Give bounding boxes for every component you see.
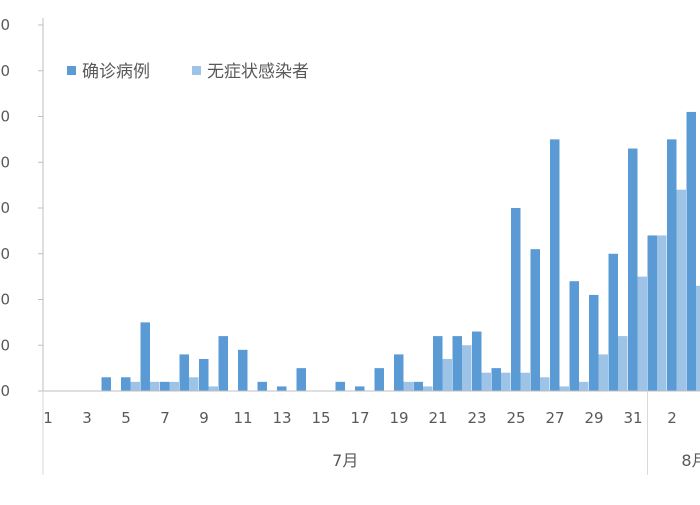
x-tick-label: 1 (43, 409, 53, 427)
y-tick-label: 10 (0, 336, 10, 354)
asymptomatic-bar (560, 386, 570, 391)
asymptomatic-bar (657, 235, 667, 391)
y-tick-label: 20 (0, 291, 10, 309)
y-tick-label: 80 (0, 16, 10, 34)
asymptomatic-bar (462, 345, 472, 391)
asymptomatic-bar (170, 382, 180, 391)
asymptomatic-bar (696, 286, 700, 391)
confirmed-bar (336, 382, 346, 391)
confirmed-bar (648, 235, 658, 391)
x-tick-label: 2 (667, 409, 677, 427)
x-tick-label: 31 (623, 409, 642, 427)
confirmed-bar (258, 382, 268, 391)
asymptomatic-bar (540, 377, 550, 391)
confirmed-bar (511, 208, 521, 391)
confirmed-bar (609, 254, 619, 391)
x-tick-label: 27 (545, 409, 564, 427)
asymptomatic-bar (579, 382, 589, 391)
confirmed-bar (394, 354, 404, 391)
y-tick-label: 70 (0, 62, 10, 80)
month-label: 7月 (332, 451, 358, 470)
x-tick-label: 7 (160, 409, 170, 427)
y-tick-label: 50 (0, 153, 10, 171)
confirmed-bar (219, 336, 229, 391)
x-tick-label: 15 (311, 409, 330, 427)
confirmed-bar (667, 139, 677, 391)
confirmed-bar (277, 386, 287, 391)
asymptomatic-bar (131, 382, 141, 391)
confirmed-bar (355, 386, 365, 391)
x-tick-label: 3 (82, 409, 92, 427)
confirmed-bar (180, 354, 190, 391)
month-label: 8月 (681, 451, 700, 470)
asymptomatic-bar (618, 336, 628, 391)
confirmed-bar (550, 139, 560, 391)
x-tick-label: 9 (199, 409, 209, 427)
asymptomatic-bar (501, 373, 511, 391)
x-tick-label: 25 (506, 409, 525, 427)
x-tick-label: 11 (233, 409, 252, 427)
confirmed-bar (472, 332, 482, 391)
confirmed-bar (414, 382, 424, 391)
asymptomatic-bar (677, 190, 687, 391)
legend: 确诊病例 无症状感染者 (67, 62, 309, 82)
asymptomatic-bar (150, 382, 160, 391)
confirmed-bar (628, 149, 638, 391)
y-tick-label: 60 (0, 108, 10, 126)
confirmed-bar (531, 249, 541, 391)
confirmed-bar (121, 377, 131, 391)
y-tick-label: 0 (0, 382, 10, 400)
asymptomatic-bar (599, 354, 609, 391)
asymptomatic-bar (423, 386, 433, 391)
asymptomatic-bar (638, 277, 648, 391)
x-tick-label: 13 (272, 409, 291, 427)
y-tick-label: 40 (0, 199, 10, 217)
confirmed-bar (589, 295, 599, 391)
y-tick-label: 30 (0, 245, 10, 263)
confirmed-bar (375, 368, 385, 391)
legend-label: 无症状感染者 (207, 62, 309, 82)
confirmed-bar (199, 359, 209, 391)
confirmed-bar (433, 336, 443, 391)
asymptomatic-bar (209, 386, 219, 391)
legend-swatch (67, 66, 76, 75)
confirmed-bar (453, 336, 463, 391)
confirmed-bar (492, 368, 502, 391)
asymptomatic-bar (404, 382, 414, 391)
asymptomatic-bar (189, 377, 199, 391)
confirmed-bar (160, 382, 170, 391)
asymptomatic-bar (443, 359, 453, 391)
x-tick-label: 5 (121, 409, 131, 427)
x-tick-label: 23 (467, 409, 486, 427)
asymptomatic-bar (482, 373, 492, 391)
confirmed-bar (238, 350, 248, 391)
x-tick-label: 21 (428, 409, 447, 427)
asymptomatic-bar (521, 373, 531, 391)
legend-label: 确诊病例 (82, 62, 150, 82)
confirmed-bar (687, 112, 697, 391)
y-axis: 0 10 20 30 40 50 60 70 80 (0, 16, 43, 400)
bars (102, 112, 700, 391)
confirmed-bar (297, 368, 307, 391)
confirmed-bar (141, 322, 151, 391)
x-tick-label: 29 (584, 409, 603, 427)
confirmed-bar (102, 377, 112, 391)
x-tick-label: 19 (389, 409, 408, 427)
x-tick-label: 17 (350, 409, 369, 427)
legend-swatch (192, 66, 201, 75)
confirmed-bar (570, 281, 580, 391)
